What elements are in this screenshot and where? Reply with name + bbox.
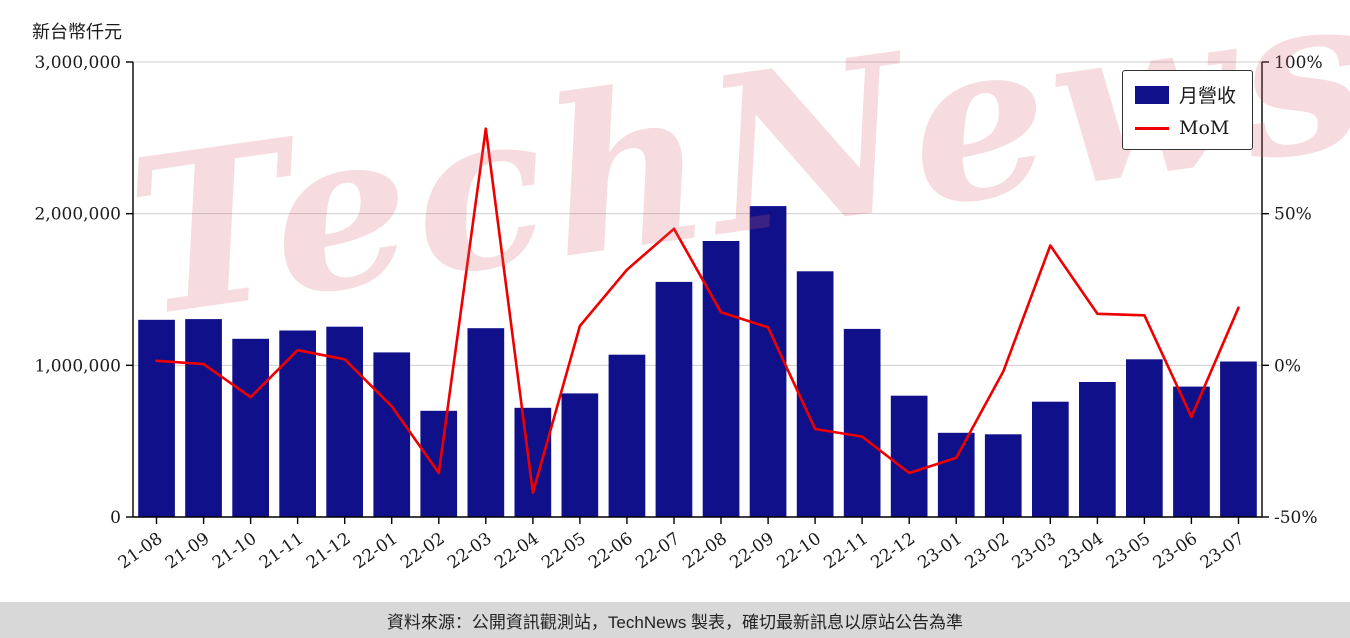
x-tick-label: 22-11 — [820, 529, 872, 573]
x-tick-label: 23-07 — [1197, 529, 1249, 573]
revenue-bar — [185, 319, 222, 517]
x-tick-label: 22-05 — [538, 529, 590, 573]
x-tick-label: 22-01 — [350, 529, 402, 573]
right-tick-label: 100% — [1274, 53, 1323, 73]
x-tick-label: 22-09 — [726, 529, 778, 573]
left-tick-label: 3,000,000 — [34, 53, 121, 73]
revenue-bar — [984, 434, 1022, 517]
revenue-bar — [1079, 382, 1116, 517]
mom-line-swatch — [1134, 126, 1169, 130]
revenue-bar — [796, 271, 834, 517]
x-tick-label: 22-12 — [867, 529, 919, 573]
x-tick-label: 21-09 — [162, 529, 214, 573]
x-tick-label: 23-01 — [914, 529, 966, 573]
revenue-bar — [749, 206, 787, 517]
revenue-bar — [514, 407, 552, 517]
legend-revenue-label: 月營收 — [1178, 85, 1236, 107]
left-tick-label: 2,000,000 — [34, 205, 121, 225]
x-tick-label: 23-06 — [1150, 529, 1202, 573]
x-tick-label: 23-04 — [1056, 529, 1108, 573]
revenue-bar — [1173, 386, 1210, 517]
revenue-bar — [702, 241, 740, 517]
x-tick-label: 22-06 — [585, 529, 637, 573]
footer-source-text: 資料來源：公開資訊觀測站，TechNews 製表，確切最新訊息以原站公告為準 — [386, 612, 964, 632]
legend-row-mom: MoM — [1134, 117, 1236, 139]
x-tick-label: 22-03 — [444, 529, 496, 573]
x-tick-label: 22-04 — [491, 529, 543, 573]
y-axis-title: 新台幣仟元 — [32, 22, 122, 42]
revenue-bar — [279, 330, 316, 517]
revenue-bar — [608, 354, 646, 517]
revenue-bar — [232, 338, 269, 517]
revenue-bar — [467, 328, 505, 517]
x-tick-label: 22-08 — [679, 529, 731, 573]
right-tick-label: 0% — [1274, 356, 1301, 376]
x-tick-label: 23-02 — [962, 529, 1014, 573]
legend-mom-label: MoM — [1178, 117, 1230, 139]
legend-row-revenue: 月營收 — [1134, 81, 1236, 108]
revenue-bar — [1126, 359, 1163, 517]
revenue-bar — [890, 395, 928, 517]
revenue-bar — [373, 352, 411, 517]
right-tick-label: 50% — [1274, 205, 1312, 225]
revenue-bar — [326, 326, 363, 517]
left-tick-label: 0 — [110, 508, 121, 528]
x-tick-label: 21-11 — [256, 529, 308, 573]
revenue-bar — [1032, 401, 1069, 517]
revenue-bar — [561, 393, 599, 517]
x-tick-label: 21-08 — [115, 529, 167, 573]
revenue-bar — [138, 319, 175, 517]
revenue-bar — [937, 432, 975, 517]
footer-bar: 資料來源：公開資訊觀測站，TechNews 製表，確切最新訊息以原站公告為準 — [0, 602, 1350, 638]
revenue-bar — [1220, 361, 1257, 517]
chart-legend: 月營收 MoM — [1121, 70, 1253, 150]
x-tick-label: 23-05 — [1103, 529, 1155, 573]
right-tick-label: -50% — [1274, 508, 1318, 528]
revenue-bar-swatch — [1134, 85, 1169, 104]
x-tick-label: 22-10 — [773, 529, 825, 573]
left-tick-label: 1,000,000 — [34, 356, 121, 376]
mom-line — [155, 127, 1240, 495]
x-tick-label: 23-03 — [1009, 529, 1061, 573]
x-tick-label: 22-07 — [632, 529, 684, 573]
revenue-bar — [843, 328, 881, 517]
x-tick-label: 22-02 — [397, 529, 449, 573]
revenue-bar — [655, 281, 693, 517]
x-tick-label: 21-12 — [303, 529, 355, 573]
x-tick-label: 21-10 — [209, 529, 261, 573]
